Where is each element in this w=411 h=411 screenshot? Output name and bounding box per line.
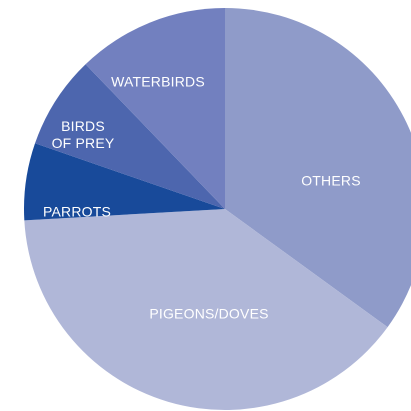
slice-label-birds-of-prey: BIRDS OF PREY [52, 118, 115, 151]
pie-slice-pigeons-doves [24, 209, 388, 410]
pie-slice-waterbirds [85, 8, 225, 209]
slice-label-waterbirds: WATERBIRDS [111, 74, 205, 90]
slice-label-others: OTHERS [301, 173, 361, 189]
slice-label-pigeons-doves: PIGEONS/DOVES [149, 306, 268, 322]
slice-label-parrots: PARROTS [43, 204, 111, 220]
pie-slice-parrots [23, 143, 226, 221]
pie-slice-birds-of-prey [35, 64, 225, 209]
pie-slice-others [225, 8, 411, 328]
